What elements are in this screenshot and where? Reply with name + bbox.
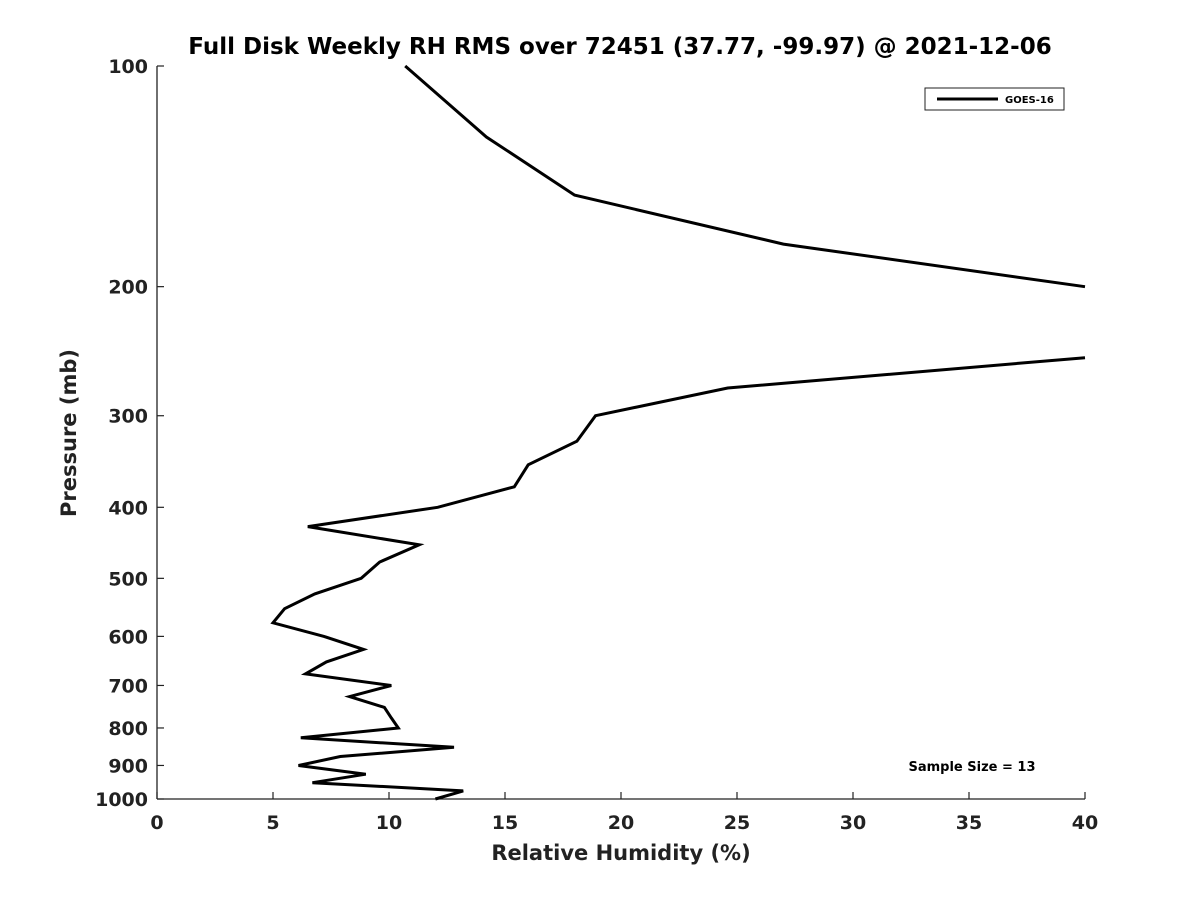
x-tick-label: 15 (492, 812, 518, 834)
series-lines (270, 64, 1086, 801)
y-tick-label: 500 (108, 568, 148, 590)
y-tick-label: 600 (108, 626, 148, 648)
y-ticks: 100 200 300 400 500 600 700 800 900 1000 (95, 56, 164, 811)
y-tick-label: 900 (108, 755, 148, 777)
y-axis-label: Pressure (mb) (57, 349, 81, 517)
chart-title: Full Disk Weekly RH RMS over 72451 (37.7… (188, 34, 1051, 60)
series-line-segment (404, 64, 1086, 289)
x-tick-label: 0 (150, 812, 163, 834)
legend: GOES-16 (924, 87, 1065, 111)
series-line-segment (270, 356, 1086, 801)
y-tick-label: 400 (108, 497, 148, 519)
x-ticks: 0 5 10 15 20 25 30 35 40 (150, 792, 1098, 834)
y-tick-label: 100 (108, 56, 148, 78)
y-tick-label: 1000 (95, 789, 148, 811)
x-tick-label: 5 (266, 812, 279, 834)
sample-size-annotation: Sample Size = 13 (908, 760, 1035, 775)
y-tick-label: 200 (108, 277, 148, 299)
y-tick-label: 300 (108, 406, 148, 428)
legend-label-goes-16: GOES-16 (1005, 95, 1054, 106)
x-tick-label: 20 (608, 812, 634, 834)
x-tick-label: 40 (1072, 812, 1098, 834)
plot-area: 0 5 10 15 20 25 30 35 40 100 200 300 400 500 600 700 80… (95, 56, 1098, 834)
y-tick-label: 800 (108, 718, 148, 740)
y-tick-label: 700 (108, 675, 148, 697)
x-tick-label: 30 (840, 812, 866, 834)
x-tick-label: 25 (724, 812, 750, 834)
x-axis-label: Relative Humidity (%) (491, 841, 750, 865)
x-tick-label: 35 (956, 812, 982, 834)
x-tick-label: 10 (376, 812, 402, 834)
